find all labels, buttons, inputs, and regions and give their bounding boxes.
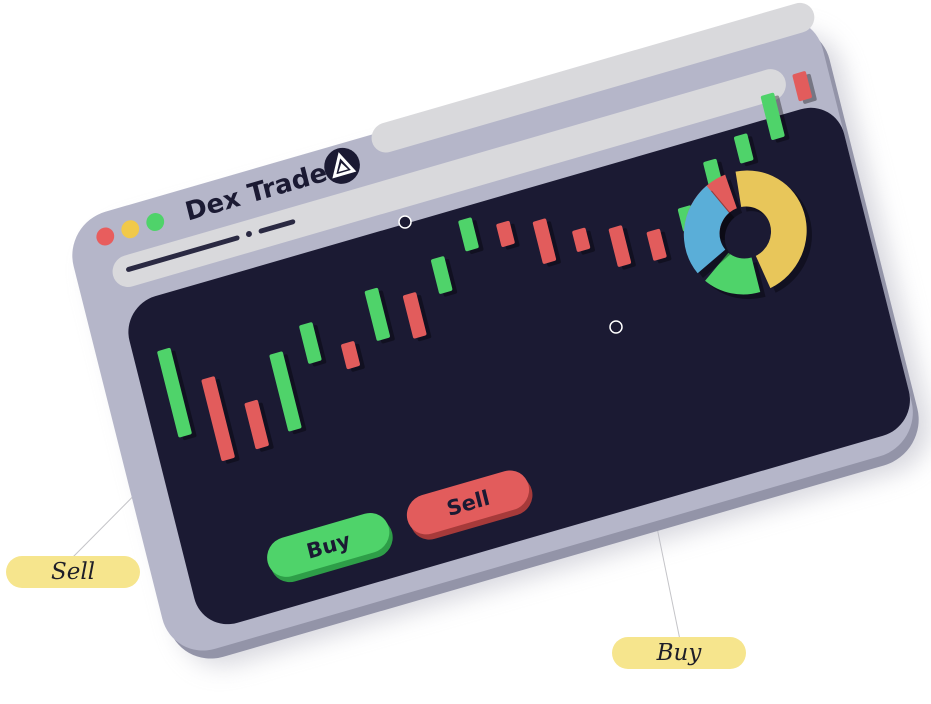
- window-minimize-button[interactable]: [119, 218, 141, 240]
- sell-callout-label: Sell: [50, 559, 96, 585]
- candle-down: [244, 399, 269, 450]
- address-text-line: [126, 235, 240, 272]
- candle-up: [269, 351, 302, 432]
- address-dot: [245, 231, 252, 238]
- candle-down: [646, 228, 667, 261]
- buy-callout-label: Buy: [656, 640, 702, 666]
- candle-down: [792, 71, 812, 102]
- candle-down: [341, 341, 360, 370]
- candle-up: [364, 287, 390, 341]
- candle-up: [734, 133, 754, 164]
- candle-up: [157, 347, 192, 438]
- top-status-bar: [371, 2, 815, 153]
- candle-down: [608, 225, 632, 267]
- address-text-line-short: [258, 219, 296, 234]
- sell-callout: Sell: [6, 556, 140, 588]
- sell-marker: [398, 215, 412, 229]
- dex-trade-logo-icon: [324, 147, 360, 184]
- donut-segment: [735, 170, 807, 289]
- candle-down: [532, 218, 557, 264]
- window-close-button[interactable]: [94, 225, 116, 247]
- donut-chart: [683, 170, 812, 300]
- address-bar[interactable]: [109, 65, 789, 290]
- window-maximize-button[interactable]: [144, 211, 166, 233]
- candlestick-chart: [157, 71, 817, 464]
- candle-down: [572, 227, 591, 252]
- candle-up: [431, 256, 453, 294]
- candle-up: [299, 322, 322, 364]
- candle-up: [760, 92, 785, 140]
- donut-segment: [705, 252, 761, 295]
- candle-down: [496, 220, 515, 247]
- buy-callout: Buy: [612, 637, 746, 669]
- candle-down: [201, 376, 235, 461]
- donut-segment: [683, 185, 730, 274]
- buy-button[interactable]: Buy: [263, 508, 397, 588]
- candle-down: [402, 292, 427, 339]
- sell-button[interactable]: Sell: [403, 465, 537, 545]
- candle-up: [458, 217, 479, 252]
- buy-marker: [609, 320, 623, 334]
